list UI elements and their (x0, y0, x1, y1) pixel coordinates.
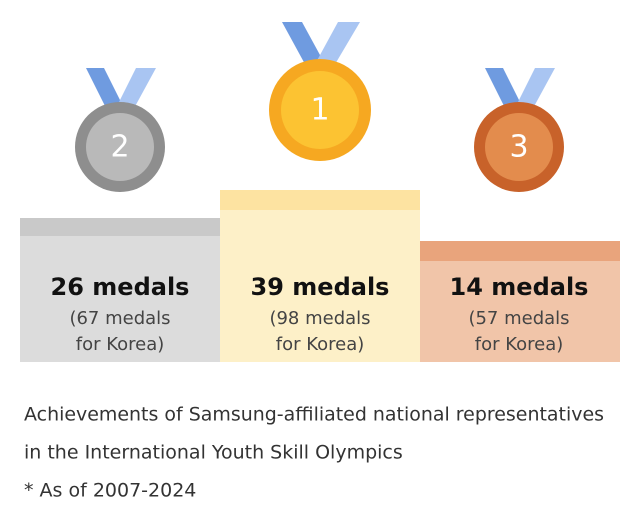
caption: in the International Youth Skill Olympic… (24, 442, 403, 464)
podium-block (220, 210, 420, 362)
caption: Achievements of Samsung-affiliated natio… (24, 404, 604, 426)
podium-top (20, 218, 220, 236)
rank: 1 (310, 93, 329, 128)
podium-top (220, 190, 420, 210)
rank: 2 (110, 130, 129, 165)
silver-medal: 2 (75, 68, 165, 192)
bronze-medal: 3 (474, 68, 564, 192)
podium-top (420, 241, 620, 261)
medals: 14 medals (450, 273, 589, 301)
rank: 3 (509, 130, 528, 165)
note: * As of 2007-2024 (24, 480, 196, 502)
korea-medals: (67 medals (69, 308, 170, 329)
korea-medals: (98 medals (269, 308, 370, 329)
korea-medals: for Korea) (276, 334, 365, 355)
podium-block (20, 236, 220, 362)
podium-block (420, 261, 620, 362)
korea-medals: for Korea) (76, 334, 165, 355)
gold-medal: 1 (269, 22, 371, 161)
medals: 26 medals (51, 273, 190, 301)
medals: 39 medals (251, 273, 390, 301)
korea-medals: for Korea) (475, 334, 564, 355)
korea-medals: (57 medals (468, 308, 569, 329)
